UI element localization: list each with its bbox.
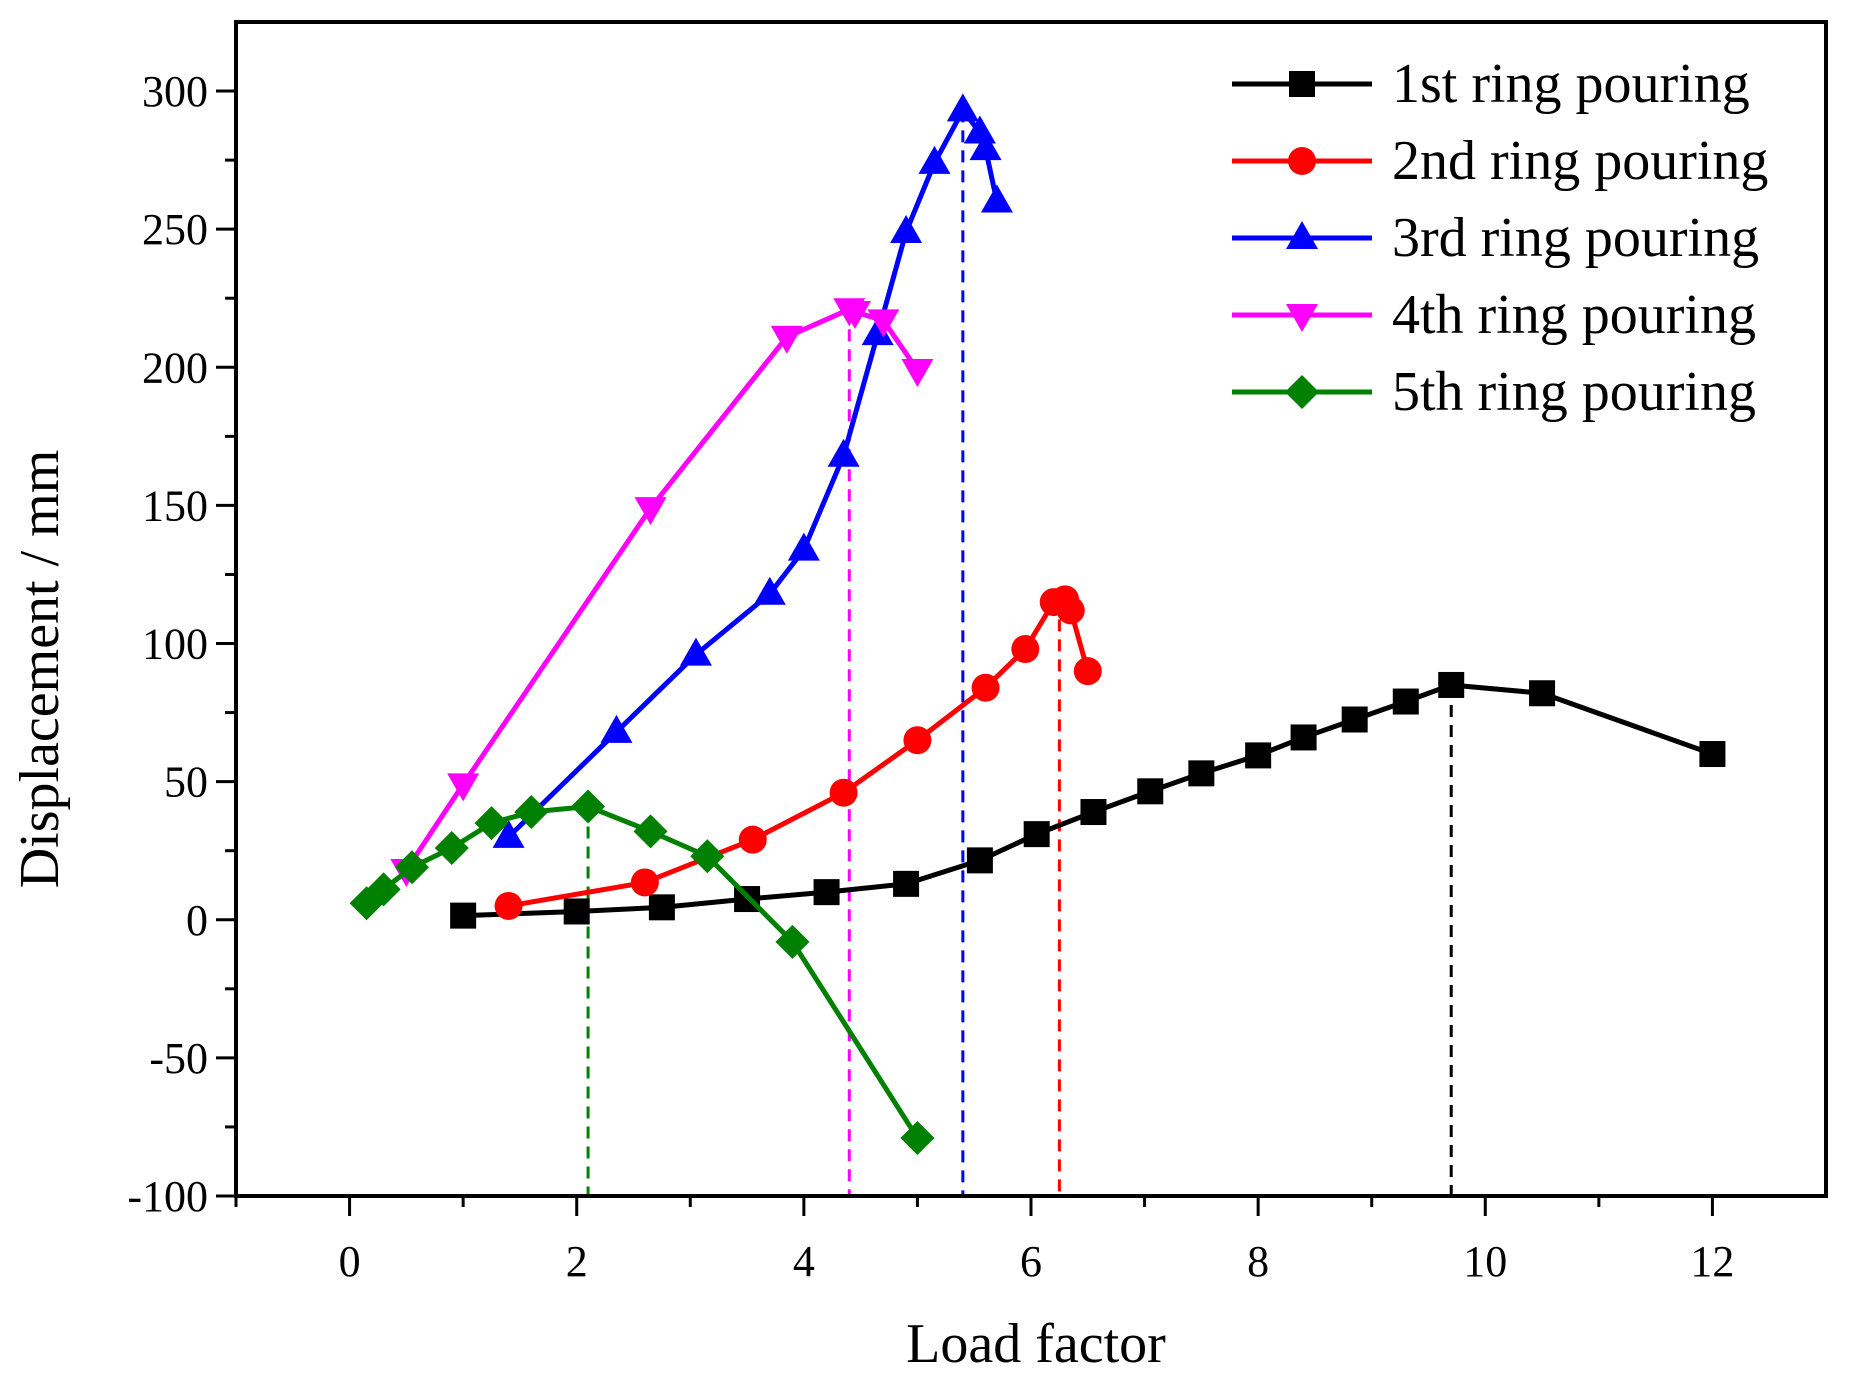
data-point bbox=[634, 497, 667, 526]
data-point bbox=[738, 825, 767, 854]
data-point bbox=[1290, 724, 1317, 751]
legend-marker bbox=[1289, 71, 1315, 97]
x-tick-label: 4 bbox=[793, 1237, 815, 1286]
data-point bbox=[867, 309, 900, 338]
legend-label: 3rd ring pouring bbox=[1392, 207, 1759, 269]
series-4 bbox=[390, 298, 934, 888]
data-point bbox=[450, 902, 477, 929]
data-point bbox=[648, 894, 675, 921]
data-point bbox=[600, 714, 633, 743]
data-point bbox=[901, 359, 934, 388]
data-point bbox=[1011, 635, 1040, 664]
series-1 bbox=[450, 671, 1726, 929]
data-point bbox=[753, 576, 786, 605]
data-point bbox=[514, 795, 549, 830]
x-tick-label: 6 bbox=[1020, 1237, 1042, 1286]
data-point bbox=[1023, 821, 1050, 848]
data-point bbox=[563, 898, 590, 925]
data-point bbox=[890, 214, 923, 243]
legend-item: 5th ring pouring bbox=[1232, 361, 1756, 423]
y-tick-label: 100 bbox=[142, 620, 208, 669]
data-point bbox=[893, 870, 920, 897]
legend-item: 2nd ring pouring bbox=[1232, 130, 1768, 192]
x-tick-label: 2 bbox=[566, 1237, 588, 1286]
y-tick-label: -50 bbox=[149, 1034, 208, 1083]
data-point bbox=[813, 879, 840, 906]
data-point bbox=[838, 301, 871, 330]
legend-label: 4th ring pouring bbox=[1392, 284, 1756, 346]
legend-label: 5th ring pouring bbox=[1392, 361, 1756, 423]
data-point bbox=[630, 868, 659, 897]
y-tick-label: 300 bbox=[142, 67, 208, 116]
y-axis: -100 -50 0 50 100 150 200 250 300 bbox=[127, 67, 236, 1221]
data-point bbox=[787, 532, 820, 561]
data-point bbox=[980, 184, 1013, 213]
data-point bbox=[829, 778, 858, 807]
data-point bbox=[1341, 706, 1368, 733]
data-point bbox=[770, 325, 803, 354]
y-tick-label: -100 bbox=[127, 1172, 208, 1221]
plot-frame bbox=[234, 20, 1828, 1198]
y-tick-label: 50 bbox=[164, 758, 208, 807]
data-point bbox=[571, 789, 606, 824]
y-tick-label: 0 bbox=[186, 896, 208, 945]
data-point bbox=[395, 850, 430, 885]
series-3 bbox=[492, 93, 1013, 848]
data-point bbox=[1438, 671, 1465, 698]
data-point bbox=[918, 145, 951, 174]
y-tick-label: 250 bbox=[142, 205, 208, 254]
legend: 1st ring pouring 2nd ring pouring 3rd ring… bbox=[1232, 53, 1768, 423]
series-5 bbox=[349, 789, 935, 1155]
legend-marker bbox=[1285, 375, 1319, 409]
data-point bbox=[1188, 760, 1215, 787]
data-point bbox=[1073, 657, 1102, 686]
data-point bbox=[1245, 742, 1272, 769]
legend-label: 1st ring pouring bbox=[1392, 53, 1750, 115]
data-point bbox=[969, 132, 1002, 161]
data-point bbox=[1137, 778, 1164, 805]
x-tick-label: 0 bbox=[339, 1237, 361, 1286]
legend-item: 4th ring pouring bbox=[1232, 284, 1756, 346]
legend-marker bbox=[1286, 304, 1318, 332]
data-point bbox=[1699, 741, 1726, 768]
data-point bbox=[1080, 799, 1107, 826]
data-point bbox=[447, 773, 480, 802]
legend-marker bbox=[1286, 221, 1318, 249]
data-point bbox=[827, 438, 860, 467]
data-point bbox=[1056, 596, 1085, 625]
data-point bbox=[1529, 680, 1556, 707]
legend-item: 3rd ring pouring bbox=[1232, 207, 1759, 269]
data-point bbox=[1392, 688, 1419, 715]
data-point bbox=[494, 891, 523, 920]
data-point bbox=[679, 637, 712, 666]
data-point bbox=[775, 924, 810, 959]
legend-item: 1st ring pouring bbox=[1232, 53, 1750, 115]
series-2 bbox=[494, 585, 1102, 920]
x-tick-label: 12 bbox=[1690, 1237, 1734, 1286]
data-point bbox=[474, 806, 509, 841]
data-point bbox=[900, 1120, 935, 1155]
y-tick-label: 200 bbox=[142, 343, 208, 392]
x-axis: 0 2 4 6 8 10 12 bbox=[234, 1196, 1734, 1286]
data-point bbox=[633, 814, 668, 849]
data-point bbox=[434, 830, 469, 865]
data-point bbox=[366, 872, 401, 907]
data-point bbox=[492, 819, 525, 848]
data-point bbox=[946, 93, 979, 122]
data-point bbox=[690, 839, 725, 874]
data-point bbox=[903, 726, 932, 755]
legend-label: 2nd ring pouring bbox=[1392, 130, 1768, 192]
y-axis-title: Displacement / mm bbox=[9, 450, 71, 889]
y-tick-label: 150 bbox=[142, 481, 208, 530]
x-axis-title: Load factor bbox=[906, 1313, 1166, 1375]
series-layer bbox=[349, 93, 1726, 1155]
data-point bbox=[861, 317, 894, 346]
x-tick-label: 10 bbox=[1463, 1237, 1507, 1286]
legend-marker bbox=[1288, 147, 1316, 175]
x-tick-label: 8 bbox=[1247, 1237, 1269, 1286]
data-point bbox=[971, 673, 1000, 702]
data-point bbox=[966, 847, 993, 874]
